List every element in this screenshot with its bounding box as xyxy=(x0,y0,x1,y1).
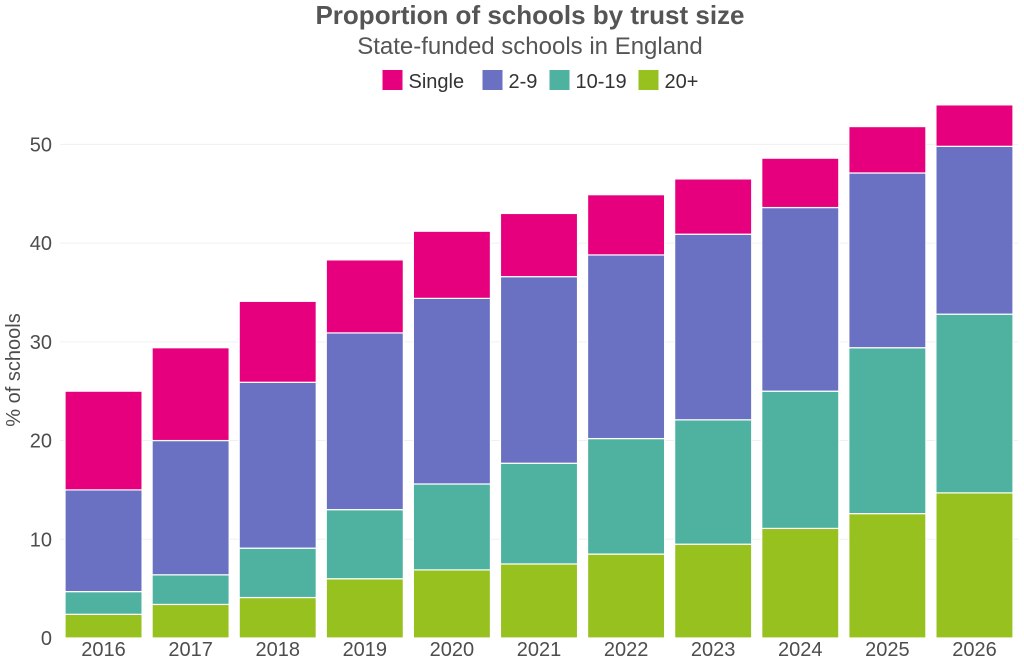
bar-segment-20-2019 xyxy=(325,578,404,639)
x-tick-label: 2026 xyxy=(952,639,997,661)
bar-segment-20-2022 xyxy=(586,553,666,639)
bar-segment-1019-2025 xyxy=(848,347,927,515)
bar-segment-Single-2023 xyxy=(674,178,753,235)
y-axis-ticks: 0 10 20 30 40 50 xyxy=(30,134,52,650)
bar-segment-29-2025 xyxy=(848,172,927,349)
bar-segment-Single-2019 xyxy=(325,259,404,334)
legend-swatch-1019 xyxy=(549,70,570,90)
x-tick-label: 2023 xyxy=(691,639,736,661)
legend-label: 10-19 xyxy=(576,71,627,93)
bar-segment-20-2024 xyxy=(761,527,840,639)
bar-segment-29-2023 xyxy=(674,233,753,421)
bar-segment-29-2016 xyxy=(64,489,143,593)
x-tick-label: 2024 xyxy=(778,639,823,661)
bar-segment-Single-2021 xyxy=(499,212,579,278)
bar-segment-1019-2023 xyxy=(674,419,753,545)
bars xyxy=(64,104,1014,639)
legend-label: Single xyxy=(409,71,465,93)
legend: Single 2-9 10-19 20+ xyxy=(382,70,699,93)
legend-label: 20+ xyxy=(665,71,699,93)
x-tick-label: 2025 xyxy=(865,639,910,661)
x-tick-label: 2018 xyxy=(255,639,300,661)
legend-label: 2-9 xyxy=(509,71,538,93)
x-tick-label: 2019 xyxy=(343,639,388,661)
y-tick-label: 0 xyxy=(41,628,52,650)
y-tick-label: 40 xyxy=(30,233,52,255)
bar-segment-1019-2026 xyxy=(935,313,1014,494)
x-tick-label: 2016 xyxy=(81,639,126,661)
bar-segment-29-2019 xyxy=(325,332,404,511)
bar-segment-Single-2025 xyxy=(848,125,927,174)
bar-segment-20-2018 xyxy=(238,596,317,639)
chart-title: Proportion of schools by trust size xyxy=(315,0,744,30)
bar-segment-1019-2018 xyxy=(238,547,317,599)
bar-segment-20-2020 xyxy=(412,569,492,639)
x-tick-label: 2020 xyxy=(430,639,475,661)
bar-segment-Single-2022 xyxy=(586,194,666,256)
y-tick-label: 30 xyxy=(30,332,52,354)
bar-segment-Single-2024 xyxy=(761,157,840,209)
bar-segment-20-2025 xyxy=(848,513,927,639)
bar-segment-1019-2016 xyxy=(64,590,143,615)
bar-segment-1019-2017 xyxy=(151,574,230,606)
bar-segment-20-2021 xyxy=(499,563,579,639)
y-tick-label: 50 xyxy=(30,134,52,156)
legend-swatch-29 xyxy=(482,70,503,90)
x-tick-label: 2017 xyxy=(168,639,213,661)
bar-segment-20-2016 xyxy=(64,613,143,639)
bar-segment-1019-2021 xyxy=(499,462,579,565)
chart-subtitle: State-funded schools in England xyxy=(357,33,703,60)
bar-segment-29-2026 xyxy=(935,145,1014,315)
x-tick-label: 2022 xyxy=(604,639,649,661)
y-axis-label: % of schools xyxy=(3,313,25,426)
bar-segment-29-2024 xyxy=(761,206,840,392)
bar-segment-29-2022 xyxy=(586,254,666,440)
bar-segment-Single-2026 xyxy=(935,104,1014,147)
bar-segment-Single-2018 xyxy=(238,300,317,383)
bar-segment-20-2023 xyxy=(674,543,753,639)
bar-segment-1019-2024 xyxy=(761,390,840,530)
bar-segment-29-2017 xyxy=(151,439,230,576)
bar-segment-20-2026 xyxy=(935,492,1014,639)
bar-segment-29-2018 xyxy=(238,381,317,549)
legend-swatch-Single xyxy=(382,70,403,90)
y-tick-label: 20 xyxy=(30,431,52,453)
bar-segment-Single-2016 xyxy=(64,390,143,491)
bar-segment-29-2021 xyxy=(499,276,579,464)
legend-swatch-20 xyxy=(638,70,659,90)
y-tick-label: 10 xyxy=(30,529,52,551)
bar-segment-Single-2017 xyxy=(151,347,230,442)
bar-segment-29-2020 xyxy=(412,297,492,485)
bar-segment-20-2017 xyxy=(151,603,230,639)
bar-segment-1019-2020 xyxy=(412,483,492,571)
bar-segment-1019-2022 xyxy=(586,437,666,555)
x-tick-label: 2021 xyxy=(517,639,562,661)
x-axis-ticks: 2016 2017 2018 2019 2020 2021 2022 2023 2024 2025… xyxy=(81,639,996,661)
bar-segment-Single-2020 xyxy=(412,230,492,299)
bar-segment-1019-2019 xyxy=(325,509,404,580)
